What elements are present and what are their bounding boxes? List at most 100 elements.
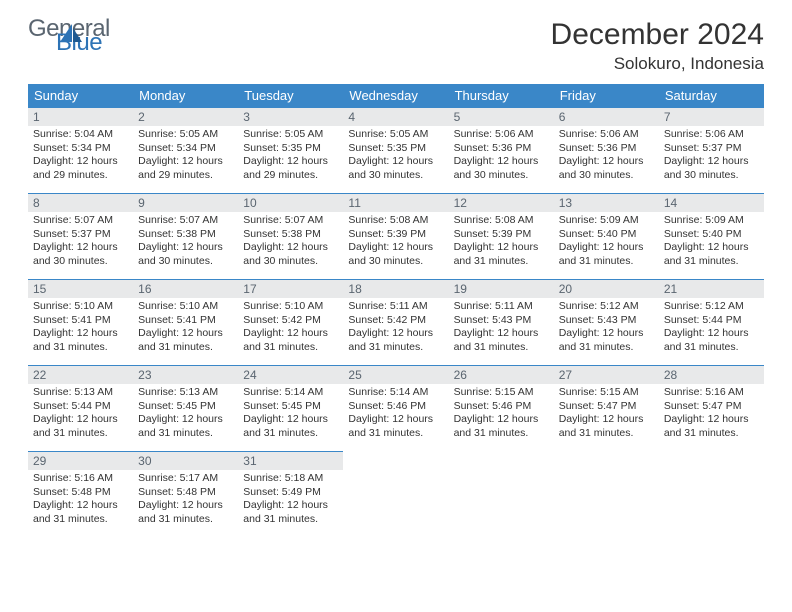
day-number: 5 — [449, 108, 554, 126]
day-info: Sunrise: 5:05 AMSunset: 5:35 PMDaylight:… — [238, 126, 343, 187]
calendar-day-cell: 8Sunrise: 5:07 AMSunset: 5:37 PMDaylight… — [28, 194, 133, 280]
day-number: 2 — [133, 108, 238, 126]
calendar-day-cell: 28Sunrise: 5:16 AMSunset: 5:47 PMDayligh… — [659, 366, 764, 452]
day-number: 30 — [133, 452, 238, 470]
day-number: 7 — [659, 108, 764, 126]
calendar-day-cell: 3Sunrise: 5:05 AMSunset: 5:35 PMDaylight… — [238, 108, 343, 194]
day-info: Sunrise: 5:10 AMSunset: 5:41 PMDaylight:… — [133, 298, 238, 359]
calendar-day-cell: 16Sunrise: 5:10 AMSunset: 5:41 PMDayligh… — [133, 280, 238, 366]
day-info: Sunrise: 5:16 AMSunset: 5:47 PMDaylight:… — [659, 384, 764, 445]
calendar-day-cell: 20Sunrise: 5:12 AMSunset: 5:43 PMDayligh… — [554, 280, 659, 366]
day-number: 13 — [554, 194, 659, 212]
calendar-day-cell: 10Sunrise: 5:07 AMSunset: 5:38 PMDayligh… — [238, 194, 343, 280]
day-info: Sunrise: 5:07 AMSunset: 5:38 PMDaylight:… — [238, 212, 343, 273]
calendar-week-row: 29Sunrise: 5:16 AMSunset: 5:48 PMDayligh… — [28, 452, 764, 538]
day-info: Sunrise: 5:09 AMSunset: 5:40 PMDaylight:… — [659, 212, 764, 273]
day-number: 9 — [133, 194, 238, 212]
day-number: 11 — [343, 194, 448, 212]
day-info: Sunrise: 5:16 AMSunset: 5:48 PMDaylight:… — [28, 470, 133, 531]
day-info: Sunrise: 5:10 AMSunset: 5:42 PMDaylight:… — [238, 298, 343, 359]
day-number: 26 — [449, 366, 554, 384]
day-info: Sunrise: 5:08 AMSunset: 5:39 PMDaylight:… — [343, 212, 448, 273]
weekday-header: Thursday — [449, 84, 554, 108]
day-info: Sunrise: 5:14 AMSunset: 5:46 PMDaylight:… — [343, 384, 448, 445]
calendar-day-cell: 15Sunrise: 5:10 AMSunset: 5:41 PMDayligh… — [28, 280, 133, 366]
calendar-day-cell: 31Sunrise: 5:18 AMSunset: 5:49 PMDayligh… — [238, 452, 343, 538]
day-info: Sunrise: 5:09 AMSunset: 5:40 PMDaylight:… — [554, 212, 659, 273]
day-number: 19 — [449, 280, 554, 298]
calendar-day-cell: 13Sunrise: 5:09 AMSunset: 5:40 PMDayligh… — [554, 194, 659, 280]
day-info: Sunrise: 5:12 AMSunset: 5:43 PMDaylight:… — [554, 298, 659, 359]
day-info: Sunrise: 5:12 AMSunset: 5:44 PMDaylight:… — [659, 298, 764, 359]
calendar-day-cell: 29Sunrise: 5:16 AMSunset: 5:48 PMDayligh… — [28, 452, 133, 538]
weekday-header: Tuesday — [238, 84, 343, 108]
calendar-day-cell: 18Sunrise: 5:11 AMSunset: 5:42 PMDayligh… — [343, 280, 448, 366]
day-number: 8 — [28, 194, 133, 212]
calendar-day-cell: 1Sunrise: 5:04 AMSunset: 5:34 PMDaylight… — [28, 108, 133, 194]
calendar-day-cell: 24Sunrise: 5:14 AMSunset: 5:45 PMDayligh… — [238, 366, 343, 452]
day-number: 3 — [238, 108, 343, 126]
day-info: Sunrise: 5:15 AMSunset: 5:46 PMDaylight:… — [449, 384, 554, 445]
weekday-header: Monday — [133, 84, 238, 108]
day-info: Sunrise: 5:11 AMSunset: 5:42 PMDaylight:… — [343, 298, 448, 359]
logo: General Blue — [28, 18, 84, 53]
title-location: Solokuro, Indonesia — [551, 54, 764, 74]
day-number: 22 — [28, 366, 133, 384]
day-number: 18 — [343, 280, 448, 298]
day-number: 15 — [28, 280, 133, 298]
weekday-header-row: SundayMondayTuesdayWednesdayThursdayFrid… — [28, 84, 764, 108]
calendar-table: SundayMondayTuesdayWednesdayThursdayFrid… — [28, 84, 764, 538]
day-info: Sunrise: 5:13 AMSunset: 5:44 PMDaylight:… — [28, 384, 133, 445]
day-info: Sunrise: 5:06 AMSunset: 5:36 PMDaylight:… — [449, 126, 554, 187]
day-info: Sunrise: 5:17 AMSunset: 5:48 PMDaylight:… — [133, 470, 238, 531]
calendar-page: General Blue December 2024 Solokuro, Ind… — [0, 0, 792, 556]
day-info: Sunrise: 5:06 AMSunset: 5:37 PMDaylight:… — [659, 126, 764, 187]
weekday-header: Saturday — [659, 84, 764, 108]
calendar-day-cell: 27Sunrise: 5:15 AMSunset: 5:47 PMDayligh… — [554, 366, 659, 452]
day-number: 28 — [659, 366, 764, 384]
day-number: 21 — [659, 280, 764, 298]
calendar-day-cell: 7Sunrise: 5:06 AMSunset: 5:37 PMDaylight… — [659, 108, 764, 194]
calendar-body: 1Sunrise: 5:04 AMSunset: 5:34 PMDaylight… — [28, 108, 764, 538]
calendar-day-cell: 19Sunrise: 5:11 AMSunset: 5:43 PMDayligh… — [449, 280, 554, 366]
calendar-day-cell: 23Sunrise: 5:13 AMSunset: 5:45 PMDayligh… — [133, 366, 238, 452]
day-number: 12 — [449, 194, 554, 212]
day-number: 6 — [554, 108, 659, 126]
calendar-day-cell: 6Sunrise: 5:06 AMSunset: 5:36 PMDaylight… — [554, 108, 659, 194]
day-number: 4 — [343, 108, 448, 126]
day-number: 17 — [238, 280, 343, 298]
title-month: December 2024 — [551, 18, 764, 52]
weekday-header: Wednesday — [343, 84, 448, 108]
weekday-header: Sunday — [28, 84, 133, 108]
day-info: Sunrise: 5:07 AMSunset: 5:37 PMDaylight:… — [28, 212, 133, 273]
calendar-day-cell: 14Sunrise: 5:09 AMSunset: 5:40 PMDayligh… — [659, 194, 764, 280]
calendar-week-row: 1Sunrise: 5:04 AMSunset: 5:34 PMDaylight… — [28, 108, 764, 194]
calendar-day-cell — [343, 452, 448, 538]
logo-sail-icon — [58, 20, 84, 46]
calendar-day-cell: 12Sunrise: 5:08 AMSunset: 5:39 PMDayligh… — [449, 194, 554, 280]
day-info: Sunrise: 5:18 AMSunset: 5:49 PMDaylight:… — [238, 470, 343, 531]
day-info: Sunrise: 5:08 AMSunset: 5:39 PMDaylight:… — [449, 212, 554, 273]
calendar-day-cell: 4Sunrise: 5:05 AMSunset: 5:35 PMDaylight… — [343, 108, 448, 194]
page-header: General Blue December 2024 Solokuro, Ind… — [28, 18, 764, 74]
day-number: 14 — [659, 194, 764, 212]
calendar-day-cell: 26Sunrise: 5:15 AMSunset: 5:46 PMDayligh… — [449, 366, 554, 452]
day-number: 1 — [28, 108, 133, 126]
day-info: Sunrise: 5:15 AMSunset: 5:47 PMDaylight:… — [554, 384, 659, 445]
calendar-day-cell: 30Sunrise: 5:17 AMSunset: 5:48 PMDayligh… — [133, 452, 238, 538]
day-info: Sunrise: 5:05 AMSunset: 5:34 PMDaylight:… — [133, 126, 238, 187]
day-number: 25 — [343, 366, 448, 384]
title-block: December 2024 Solokuro, Indonesia — [551, 18, 764, 74]
day-info: Sunrise: 5:14 AMSunset: 5:45 PMDaylight:… — [238, 384, 343, 445]
calendar-day-cell — [449, 452, 554, 538]
day-number: 16 — [133, 280, 238, 298]
calendar-week-row: 15Sunrise: 5:10 AMSunset: 5:41 PMDayligh… — [28, 280, 764, 366]
weekday-header: Friday — [554, 84, 659, 108]
calendar-week-row: 22Sunrise: 5:13 AMSunset: 5:44 PMDayligh… — [28, 366, 764, 452]
day-number: 10 — [238, 194, 343, 212]
calendar-day-cell: 21Sunrise: 5:12 AMSunset: 5:44 PMDayligh… — [659, 280, 764, 366]
calendar-day-cell: 17Sunrise: 5:10 AMSunset: 5:42 PMDayligh… — [238, 280, 343, 366]
calendar-day-cell: 9Sunrise: 5:07 AMSunset: 5:38 PMDaylight… — [133, 194, 238, 280]
day-info: Sunrise: 5:07 AMSunset: 5:38 PMDaylight:… — [133, 212, 238, 273]
day-info: Sunrise: 5:04 AMSunset: 5:34 PMDaylight:… — [28, 126, 133, 187]
